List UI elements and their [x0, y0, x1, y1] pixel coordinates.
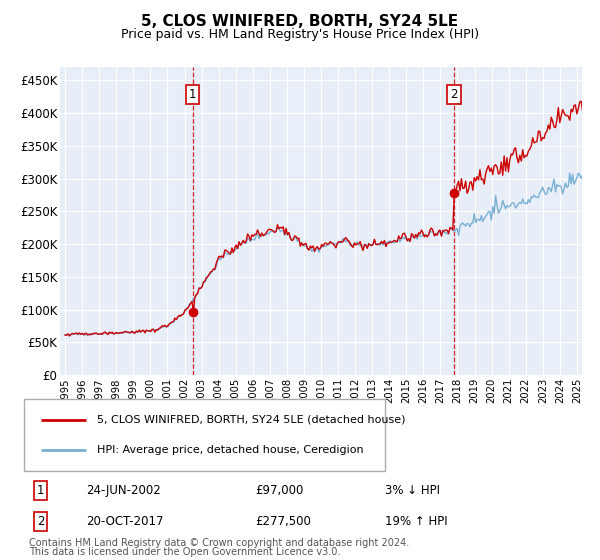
- Text: 5, CLOS WINIFRED, BORTH, SY24 5LE: 5, CLOS WINIFRED, BORTH, SY24 5LE: [142, 14, 458, 29]
- Text: HPI: Average price, detached house, Ceredigion: HPI: Average price, detached house, Cere…: [97, 445, 364, 455]
- Text: This data is licensed under the Open Government Licence v3.0.: This data is licensed under the Open Gov…: [29, 547, 341, 557]
- Text: Price paid vs. HM Land Registry's House Price Index (HPI): Price paid vs. HM Land Registry's House …: [121, 28, 479, 41]
- Text: 1: 1: [189, 88, 196, 101]
- Text: 19% ↑ HPI: 19% ↑ HPI: [385, 515, 447, 528]
- Text: £277,500: £277,500: [255, 515, 311, 528]
- FancyBboxPatch shape: [23, 399, 385, 472]
- Text: Contains HM Land Registry data © Crown copyright and database right 2024.: Contains HM Land Registry data © Crown c…: [29, 538, 410, 548]
- Text: 2: 2: [451, 88, 458, 101]
- Text: 3% ↓ HPI: 3% ↓ HPI: [385, 484, 440, 497]
- Text: 20-OCT-2017: 20-OCT-2017: [86, 515, 163, 528]
- Text: 2: 2: [37, 515, 44, 528]
- Text: 1: 1: [37, 484, 44, 497]
- Text: £97,000: £97,000: [255, 484, 303, 497]
- Text: 24-JUN-2002: 24-JUN-2002: [86, 484, 160, 497]
- Text: 5, CLOS WINIFRED, BORTH, SY24 5LE (detached house): 5, CLOS WINIFRED, BORTH, SY24 5LE (detac…: [97, 415, 406, 424]
